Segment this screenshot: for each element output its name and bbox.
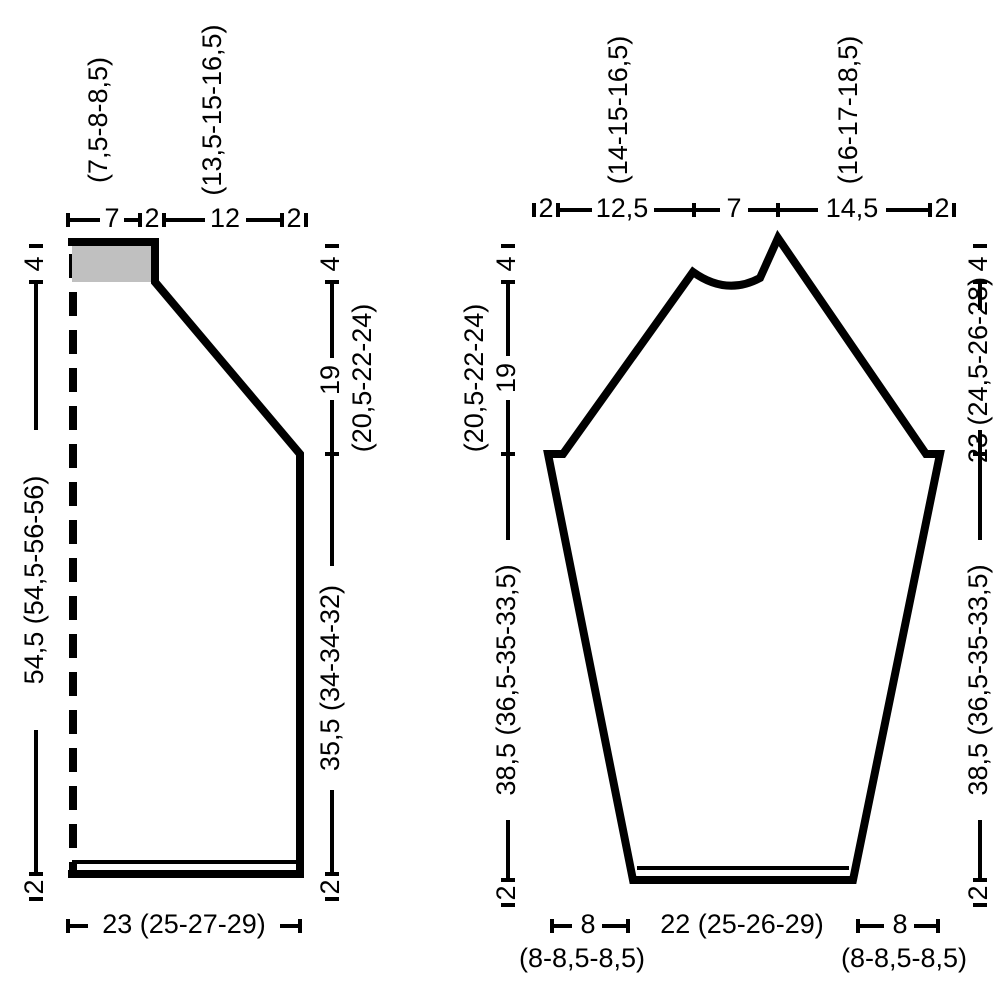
dim-lr-2: 2 [315,879,345,894]
dim-left-top-12: 12 [210,203,240,233]
dim-left-top-paren2: (13,5-15-16,5) [197,24,227,195]
dim-rt-p1: (14-15-16,5) [603,36,633,185]
dim-ll-4: 4 [19,256,49,271]
dim-rt-125: 12,5 [596,193,649,223]
dim-left-top-2b: 2 [286,203,301,233]
dim-rt-2a: 2 [538,193,553,223]
dim-rl-2: 2 [491,885,521,900]
dim-lr-355: 35,5 (34-34-32) [315,585,345,771]
dim-lr-4: 4 [315,256,345,271]
dim-rb-8a: 8 [580,909,595,939]
dim-ll-545: 54,5 (54,5-56-56) [19,476,49,685]
dim-rt-2b: 2 [934,193,949,223]
dim-rl-19: 19 [491,363,521,393]
dim-rt-7: 7 [726,193,741,223]
dim-lr-19p: (20,5-22-24) [347,304,377,453]
dim-rl-19p: (20,5-22-24) [459,304,489,453]
dim-left-top-7: 7 [104,203,119,233]
dim-rr-4: 4 [963,256,993,271]
dim-rl-385: 38,5 (36,5-35-33,5) [491,564,521,795]
left-outline [68,242,300,874]
dim-left-top-paren1: (7,5-8-8,5) [83,57,113,183]
dim-rt-145: 14,5 [826,193,879,223]
dim-rr-2: 2 [963,885,993,900]
dim-rb-pa: (8-8,5-8,5) [519,943,645,973]
dim-left-top-2a: 2 [144,203,159,233]
dim-rb-22: 22 (25-26-29) [660,909,824,939]
dim-rb-pb: (8-8,5-8,5) [841,943,967,973]
dim-lb-23: 23 (25-27-29) [102,909,266,939]
dim-rb-8b: 8 [892,909,907,939]
dim-ll-2: 2 [19,879,49,894]
right-outline [548,238,940,880]
dim-rr-385: 38,5 (36,5-35-33,5) [963,564,993,795]
dim-rt-p2: (16-17-18,5) [833,36,863,185]
dim-rl-4: 4 [491,256,521,271]
dim-lr-19: 19 [315,365,345,395]
left-shade [72,246,155,282]
